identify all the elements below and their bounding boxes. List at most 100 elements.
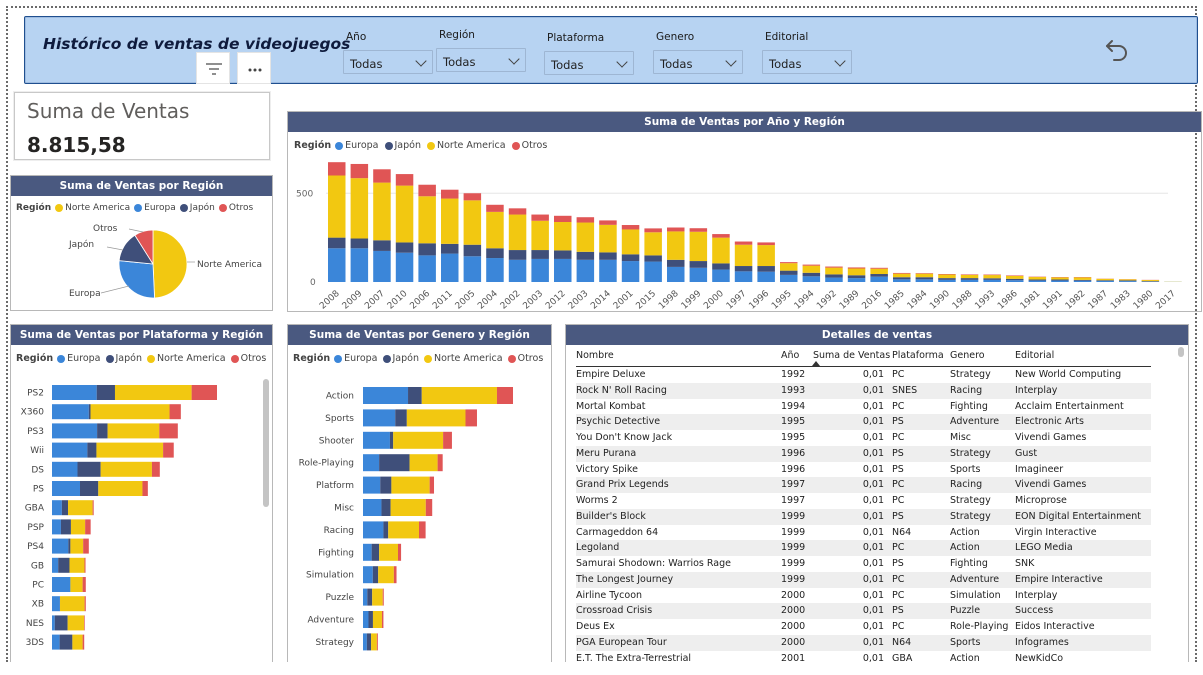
bar-segment[interactable] [91,404,170,419]
bar-segment[interactable] [83,635,85,650]
bar-segment[interactable] [667,260,685,267]
slicer-platform[interactable]: Plataforma Todas [544,32,634,75]
bar-segment[interactable] [52,385,97,400]
bar-segment[interactable] [363,521,383,538]
bar-segment[interactable] [351,239,369,249]
bar-segment[interactable] [916,273,934,274]
bar-segment[interactable] [418,255,436,282]
column-header-genero[interactable]: Genero [950,350,985,361]
bar-segment[interactable] [870,269,888,274]
bar-segment[interactable] [486,248,504,258]
bar-segment[interactable] [373,183,391,241]
bar-segment[interactable] [84,615,85,630]
sales-details-table[interactable]: Detalles de ventas Nombre Año Suma de Ve… [565,324,1189,662]
bar-segment[interactable] [378,566,394,583]
bar-segment[interactable] [372,589,383,606]
bar-segment[interactable] [825,274,843,277]
bar-segment[interactable] [622,225,640,229]
bar-segment[interactable] [1029,281,1047,282]
bar-segment[interactable] [68,615,84,630]
bar-segment[interactable] [363,589,367,606]
bar-segment[interactable] [52,481,80,496]
bar-segment[interactable] [408,387,422,404]
slicer-publisher-dropdown[interactable]: Todas [762,50,852,74]
bar-segment[interactable] [1142,280,1160,281]
bar-segment[interactable] [803,265,821,266]
bar-segment[interactable] [1119,281,1137,282]
bar-segment[interactable] [644,262,662,282]
bar-segment[interactable] [83,577,86,592]
bar-segment[interactable] [735,271,753,282]
bar-segment[interactable] [55,615,68,630]
bar-segment[interactable] [1051,281,1069,282]
bar-segment[interactable] [68,500,93,515]
bar-segment[interactable] [1074,280,1092,281]
bar-segment[interactable] [328,248,346,282]
filter-button[interactable] [196,52,230,84]
bar-segment[interactable] [52,558,58,573]
bar-segment[interactable] [757,242,775,245]
bar-segment[interactable] [443,432,452,449]
bar-segment[interactable] [848,269,866,276]
chart-sales-by-platform[interactable]: Suma de Ventas por Plataforma y Región R… [10,324,273,662]
bar-segment[interactable] [938,274,956,275]
bar-segment[interactable] [464,193,482,200]
bar-segment[interactable] [803,273,821,277]
bar-segment[interactable] [757,272,775,282]
bar-segment[interactable] [712,263,730,269]
bar-segment[interactable] [441,254,459,282]
bar-segment[interactable] [52,635,60,650]
bar-segment[interactable] [599,225,617,253]
bar-segment[interactable] [1074,281,1092,282]
bar-segment[interactable] [825,278,843,282]
bar-segment[interactable] [961,274,979,275]
bar-segment[interactable] [58,558,69,573]
bar-segment[interactable] [848,275,866,278]
bar-segment[interactable] [419,521,426,538]
legend-item-europa[interactable]: Europa [334,353,377,364]
slicer-region[interactable]: Región Todas [436,29,526,72]
bar-segment[interactable] [599,252,617,259]
bar-segment[interactable] [1096,279,1114,280]
bar-segment[interactable] [961,275,979,278]
bar-segment[interactable] [52,615,55,630]
legend-item-norte-america[interactable]: Norte America [147,353,226,364]
column-header-plataforma[interactable]: Plataforma [892,350,944,361]
bar-segment[interactable] [983,275,1001,276]
bar-segment[interactable] [577,223,595,252]
bar-segment[interactable] [52,519,61,534]
bar-segment[interactable] [163,443,174,458]
bar-segment[interactable] [373,240,391,251]
bar-segment[interactable] [396,186,414,243]
bar-segment[interactable] [351,178,369,238]
bar-segment[interactable] [372,544,379,561]
bar-segment[interactable] [52,462,78,477]
bar-segment[interactable] [52,596,60,611]
bar-segment[interactable] [893,279,911,282]
bar-segment[interactable] [52,404,89,419]
bar-segment[interactable] [938,278,956,280]
bar-segment[interactable] [1142,281,1160,282]
chart-sales-by-genre[interactable]: Suma de Ventas por Genero y Región Regió… [287,324,552,662]
bar-segment[interactable] [712,234,730,238]
bar-segment[interactable] [83,539,89,554]
chart-sales-by-region[interactable]: Suma de Ventas por Región Región Norte A… [10,175,273,311]
bar-segment[interactable] [328,176,346,238]
bar-segment[interactable] [363,454,379,471]
bar-segment[interactable] [1096,280,1114,281]
bar-segment[interactable] [916,279,934,282]
bar-segment[interactable] [690,232,708,261]
bar-segment[interactable] [464,200,482,244]
bar-segment[interactable] [430,477,434,494]
bar-segment[interactable] [418,243,436,255]
bar-segment[interactable] [870,274,888,277]
bar-segment[interactable] [961,280,979,282]
bar-segment[interactable] [383,521,388,538]
bar-segment[interactable] [554,259,572,282]
bar-segment[interactable] [396,253,414,282]
